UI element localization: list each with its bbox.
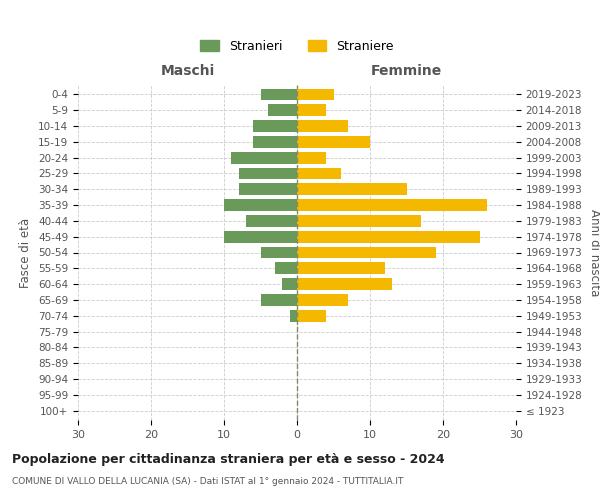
Bar [268, 104, 297, 116]
Bar [297, 168, 341, 179]
Bar [246, 215, 297, 227]
Bar [297, 246, 436, 258]
Bar [224, 231, 297, 242]
Bar [297, 294, 348, 306]
Bar [297, 88, 334, 101]
Bar [253, 120, 297, 132]
Bar [239, 184, 297, 195]
Bar [232, 152, 297, 164]
Y-axis label: Fasce di età: Fasce di età [19, 218, 32, 288]
Bar [260, 294, 297, 306]
Text: COMUNE DI VALLO DELLA LUCANIA (SA) - Dati ISTAT al 1° gennaio 2024 - TUTTITALIA.: COMUNE DI VALLO DELLA LUCANIA (SA) - Dat… [12, 478, 403, 486]
Text: Maschi: Maschi [160, 64, 215, 78]
Bar [297, 199, 487, 211]
Bar [260, 246, 297, 258]
Bar [224, 199, 297, 211]
Bar [297, 262, 385, 274]
Bar [297, 184, 407, 195]
Text: Popolazione per cittadinanza straniera per età e sesso - 2024: Popolazione per cittadinanza straniera p… [12, 452, 445, 466]
Bar [239, 168, 297, 179]
Bar [253, 136, 297, 148]
Bar [297, 136, 370, 148]
Y-axis label: Anni di nascita: Anni di nascita [588, 209, 600, 296]
Bar [297, 152, 326, 164]
Bar [260, 88, 297, 101]
Bar [297, 278, 392, 290]
Bar [297, 310, 326, 322]
Bar [283, 278, 297, 290]
Bar [297, 120, 348, 132]
Bar [297, 231, 479, 242]
Text: Femmine: Femmine [371, 64, 442, 78]
Bar [275, 262, 297, 274]
Bar [290, 310, 297, 322]
Bar [297, 215, 421, 227]
Bar [297, 104, 326, 116]
Legend: Stranieri, Straniere: Stranieri, Straniere [195, 35, 399, 58]
